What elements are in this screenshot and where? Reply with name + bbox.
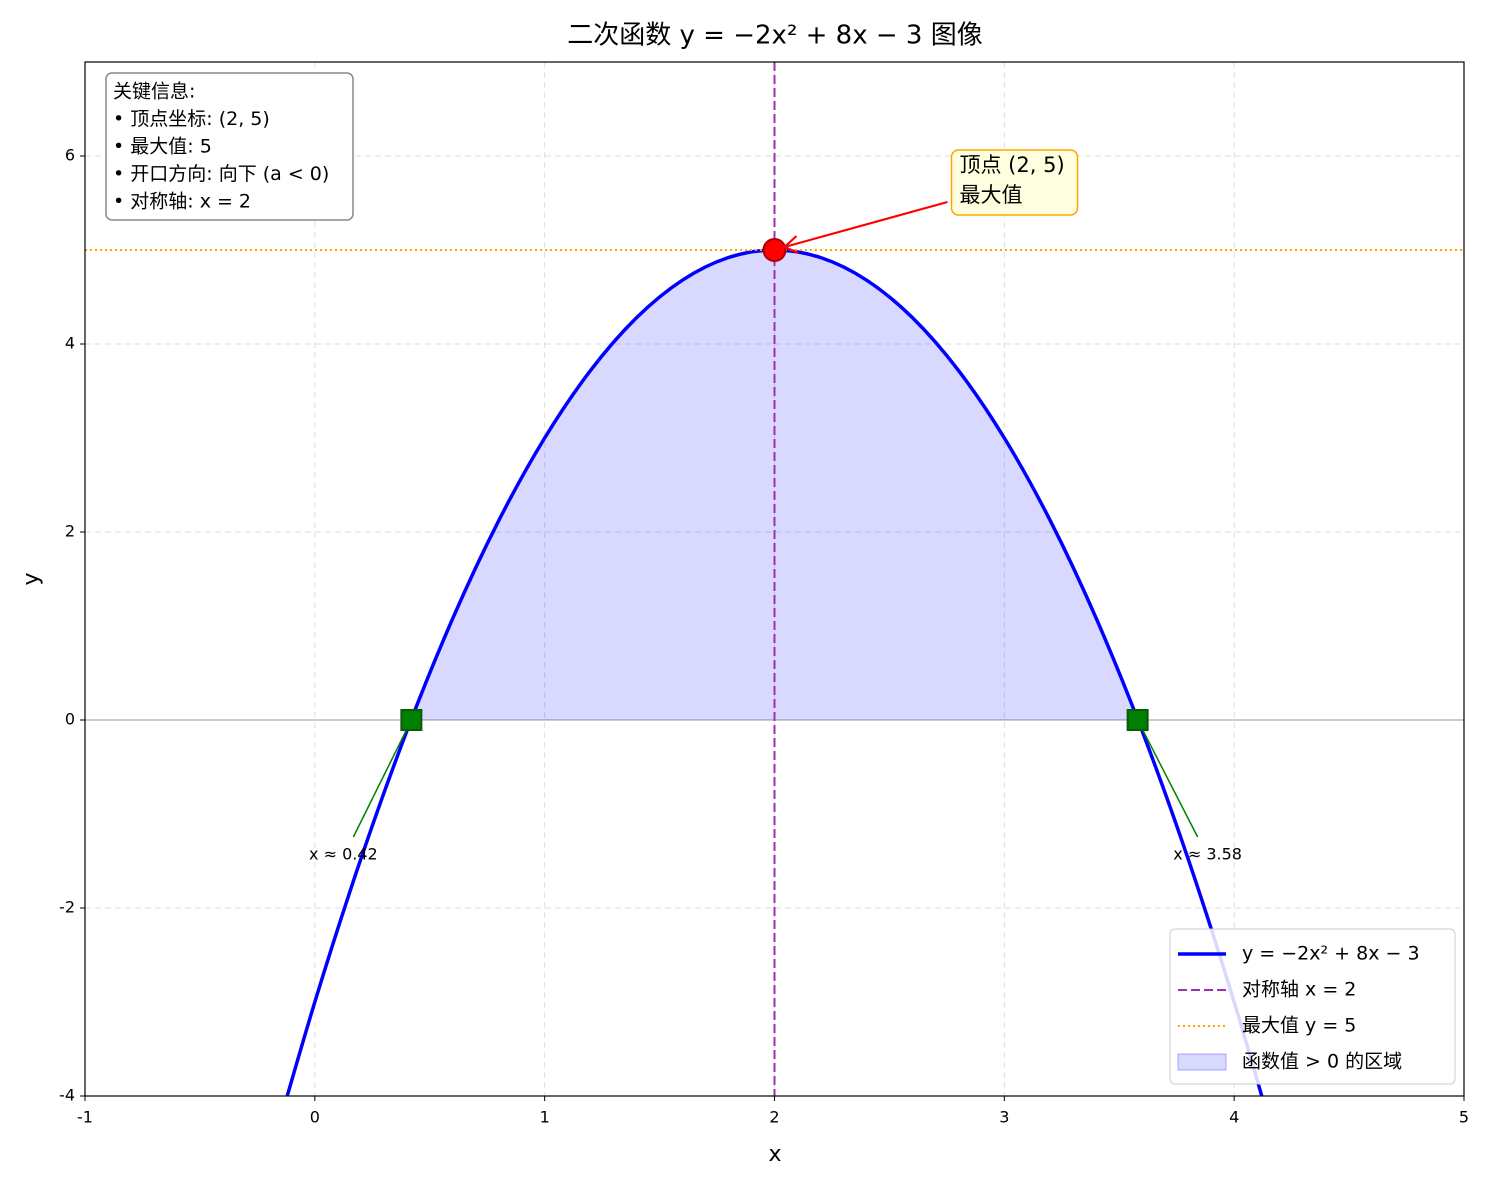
info-line: • 开口方向: 向下 (a < 0) [113,163,329,185]
vertex-note: 最大值 [960,183,1023,207]
vertex-arrowhead [783,235,799,255]
x-axis-label: x [768,1142,781,1167]
legend-label: y = −2x² + 8x − 3 [1242,943,1420,965]
info-line: 关键信息: [113,81,195,103]
y-tick-label: -4 [59,1086,75,1105]
x-tick-label: 5 [1459,1108,1469,1127]
vertex-marker [762,238,787,262]
root-marker [1126,709,1149,731]
y-tick-label: 6 [65,146,75,165]
vertex-arrow [784,200,948,249]
info-line: • 顶点坐标: (2, 5) [113,108,270,130]
y-tick-label: -2 [59,898,75,917]
root-marker [400,709,423,731]
root-label: x ≈ 3.58 [1173,845,1242,864]
y-tick-label: 4 [65,334,75,353]
root-pointer [1136,719,1199,838]
legend-box [1169,928,1456,1085]
x-tick-label: 1 [540,1108,550,1127]
y-tick-label: 0 [65,710,75,729]
chart-title: 二次函数 y = −2x² + 8x − 3 图像 [567,21,982,51]
y-axis-label: y [19,572,44,585]
vertex-note: 顶点 (2, 5) [960,153,1065,177]
x-tick-label: 4 [1229,1108,1239,1127]
y-tick-label: 2 [65,522,75,541]
vertex-note-box [950,149,1079,216]
info-line: • 最大值: 5 [113,136,212,158]
root-pointer [352,719,413,838]
x-tick-label: 0 [310,1108,320,1127]
x-tick-label: 3 [999,1108,1009,1127]
legend-label: 对称轴 x = 2 [1242,979,1356,1001]
info-box [105,72,354,221]
x-tick-label: 2 [769,1108,779,1127]
info-line: • 对称轴: x = 2 [113,191,251,213]
legend-label: 最大值 y = 5 [1242,1015,1356,1037]
legend-swatch [1177,1053,1227,1071]
legend-label: 函数值 > 0 的区域 [1242,1051,1402,1073]
root-label: x ≈ 0.42 [309,845,378,864]
x-tick-label: -1 [77,1108,93,1127]
